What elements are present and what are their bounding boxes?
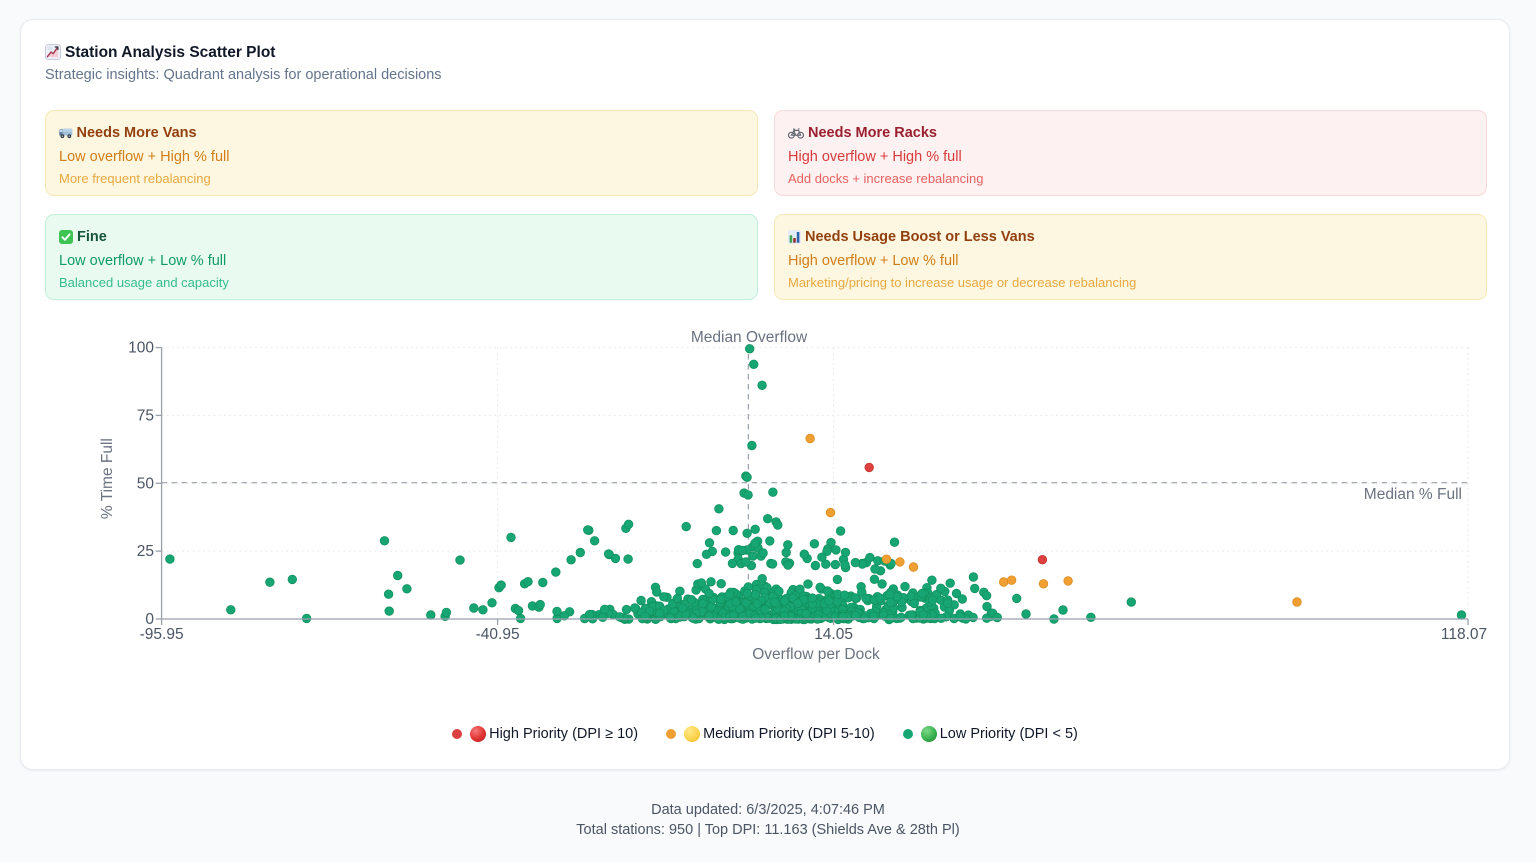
- svg-text:Overflow per Dock: Overflow per Dock: [752, 646, 880, 663]
- svg-text:% Time Full: % Time Full: [99, 438, 116, 519]
- svg-text:0: 0: [145, 611, 154, 628]
- svg-text:14.05: 14.05: [814, 626, 853, 643]
- svg-text:75: 75: [137, 407, 154, 424]
- svg-text:Median % Full: Median % Full: [1364, 486, 1462, 503]
- svg-text:-95.95: -95.95: [140, 626, 184, 643]
- svg-text:100: 100: [128, 340, 154, 357]
- svg-text:Median Overflow: Median Overflow: [691, 329, 808, 346]
- svg-text:25: 25: [137, 543, 154, 560]
- svg-text:-40.95: -40.95: [476, 626, 520, 643]
- svg-text:50: 50: [137, 475, 155, 492]
- svg-text:118.07: 118.07: [1441, 626, 1487, 643]
